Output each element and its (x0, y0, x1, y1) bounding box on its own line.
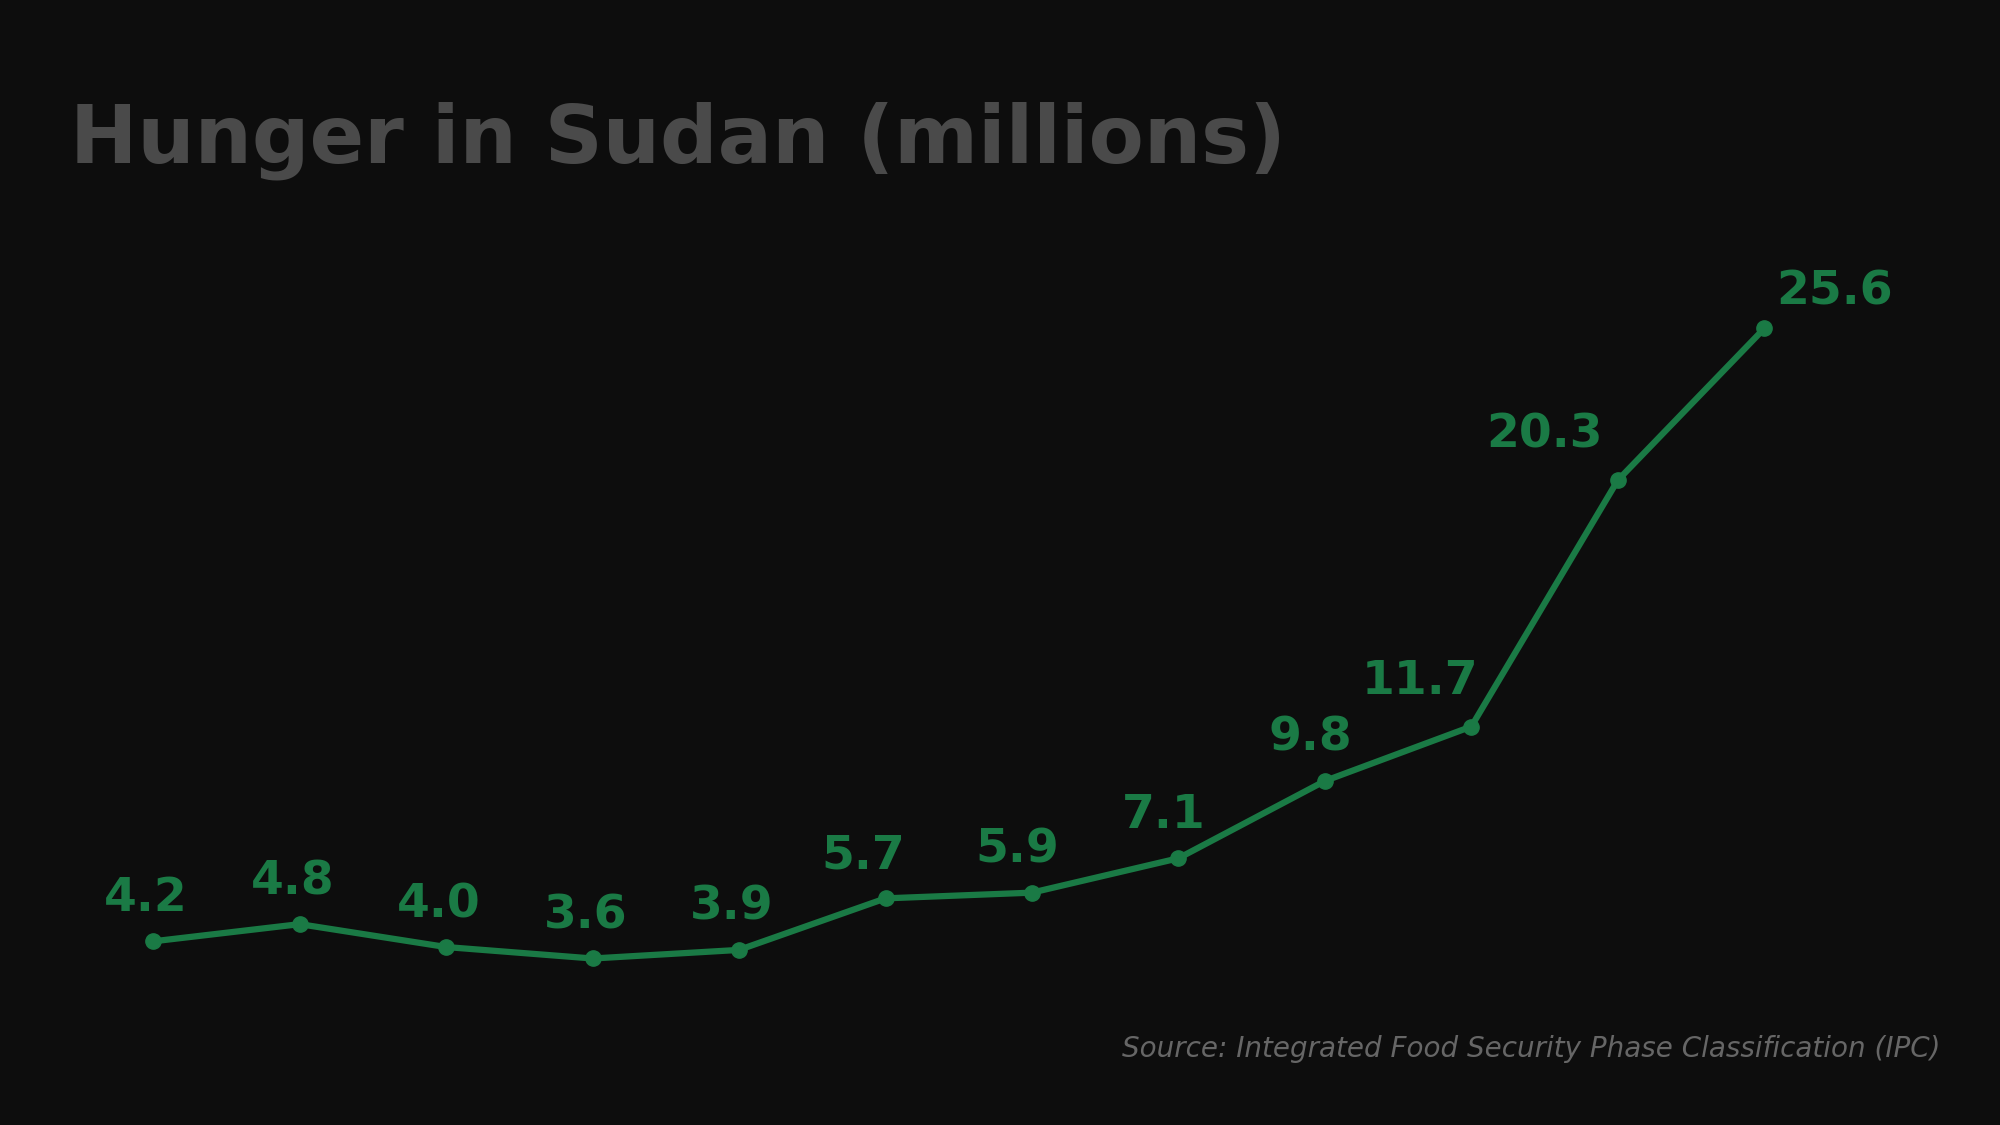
Text: 11.7: 11.7 (1362, 658, 1478, 703)
Text: 25.6: 25.6 (1776, 269, 1892, 314)
Text: Source: Integrated Food Security Phase Classification (IPC): Source: Integrated Food Security Phase C… (1122, 1035, 1940, 1063)
Text: 7.1: 7.1 (1122, 793, 1206, 838)
Text: 20.3: 20.3 (1486, 413, 1602, 458)
Text: 4.0: 4.0 (396, 882, 480, 927)
Text: Hunger in Sudan (millions): Hunger in Sudan (millions) (70, 101, 1286, 180)
Text: 3.6: 3.6 (544, 893, 628, 938)
Text: 4.8: 4.8 (250, 860, 334, 904)
Text: 5.9: 5.9 (976, 828, 1060, 873)
Text: 3.9: 3.9 (690, 885, 774, 930)
Text: 9.8: 9.8 (1268, 716, 1352, 760)
Text: 5.7: 5.7 (822, 834, 906, 879)
Text: 4.2: 4.2 (104, 876, 188, 921)
